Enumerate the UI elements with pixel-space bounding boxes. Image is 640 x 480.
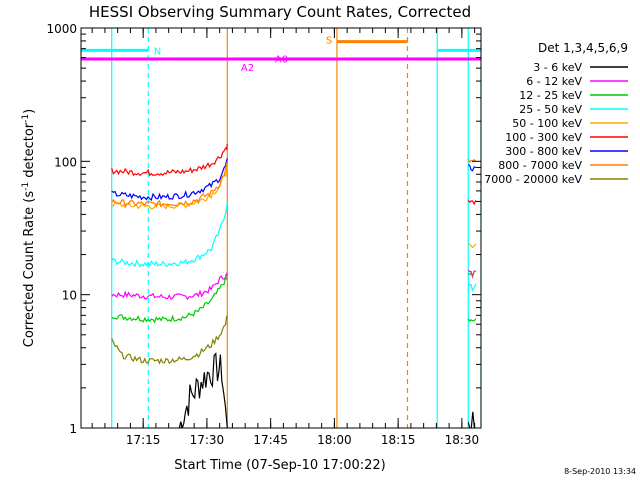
series-line xyxy=(111,274,228,324)
series-line xyxy=(467,318,477,323)
series-line xyxy=(467,411,476,428)
series-line xyxy=(111,272,228,301)
x-axis-label: Start Time (07-Sep-10 17:00:22) xyxy=(174,458,385,473)
x-tick-label: 17:15 xyxy=(126,433,161,447)
x-tick-label: 17:45 xyxy=(253,433,288,447)
footer-date: 8-Sep-2010 13:34 xyxy=(564,467,636,476)
series-line xyxy=(467,164,477,172)
series-line xyxy=(467,199,477,206)
x-tick-label: 18:00 xyxy=(317,433,352,447)
y-tick-label: 1 xyxy=(69,422,77,436)
y-axis-label: Corrected Count Rate (s-1 detector-1) xyxy=(21,109,37,347)
legend-label: 7000 - 20000 keV xyxy=(484,173,582,186)
y-tick-label: 100 xyxy=(54,155,77,169)
series-line xyxy=(111,143,228,177)
legend-title: Det 1,3,4,5,6,9 xyxy=(538,41,628,55)
series-line xyxy=(467,158,477,164)
legend-label: 3 - 6 keV xyxy=(533,61,582,74)
x-tick-label: 17:30 xyxy=(190,433,225,447)
legend-label: 12 - 25 keV xyxy=(519,89,582,102)
legend-label: 50 - 100 keV xyxy=(512,117,582,130)
series-line xyxy=(111,161,228,209)
series-line xyxy=(111,158,228,202)
x-tick-label: 18:30 xyxy=(445,433,480,447)
y-tick-label: 1000 xyxy=(46,22,77,36)
y-tick-label: 10 xyxy=(62,289,77,303)
series-line xyxy=(178,352,228,428)
legend-label: 300 - 800 keV xyxy=(505,145,582,158)
series-line xyxy=(468,243,477,249)
annotation-label: S xyxy=(326,35,332,46)
legend-label: 25 - 50 keV xyxy=(519,103,582,116)
series-line xyxy=(467,282,477,293)
plot-frame xyxy=(80,27,482,429)
annotation-label: A2 xyxy=(241,63,254,74)
legend-label: 100 - 300 keV xyxy=(505,131,582,144)
series-line xyxy=(111,315,228,365)
series-line xyxy=(111,201,228,268)
x-tick-label: 18:15 xyxy=(381,433,416,447)
legend-label: 6 - 12 keV xyxy=(526,75,582,88)
chart-title: HESSI Observing Summary Count Rates, Cor… xyxy=(89,3,471,21)
series-line xyxy=(467,270,476,277)
legend-label: 800 - 7000 keV xyxy=(498,159,582,172)
annotation-label: N xyxy=(154,46,161,57)
annotation-label: A0 xyxy=(275,55,288,66)
